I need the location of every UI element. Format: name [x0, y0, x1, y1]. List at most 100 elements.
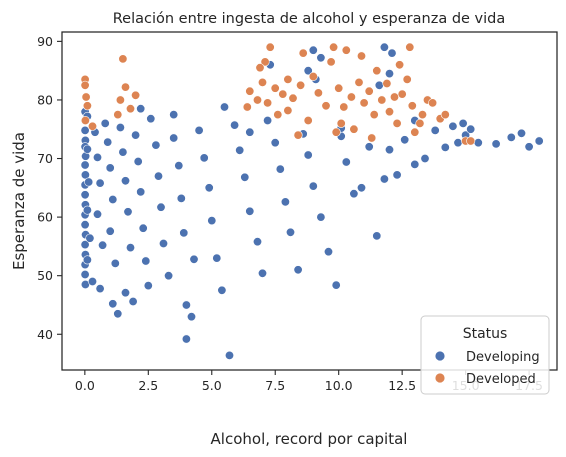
point-developing-32 [101, 119, 109, 127]
point-developing-60 [175, 161, 183, 169]
point-developing-89 [309, 182, 317, 190]
point-developing-67 [195, 126, 203, 134]
point-developing-58 [164, 272, 172, 280]
point-developing-33 [104, 138, 112, 146]
point-developing-70 [208, 216, 216, 224]
point-developing-94 [342, 158, 350, 166]
point-developed-28 [314, 89, 322, 97]
legend-label-developed: Developed [466, 372, 536, 387]
point-developing-30 [98, 241, 106, 249]
point-developing-104 [421, 154, 429, 162]
point-developing-43 [124, 208, 132, 216]
point-developing-71 [213, 254, 221, 262]
point-developing-47 [131, 131, 139, 139]
point-developing-65 [187, 313, 195, 321]
point-developing-22 [83, 206, 91, 214]
point-developing-130 [170, 110, 178, 118]
point-developing-31 [96, 284, 104, 292]
point-developed-35 [347, 93, 355, 101]
point-developed-50 [403, 75, 411, 83]
point-developed-30 [322, 102, 330, 110]
point-developed-39 [360, 99, 368, 107]
point-developed-24 [296, 81, 304, 89]
point-developed-29 [309, 72, 317, 80]
point-developed-10 [131, 91, 139, 99]
point-developing-96 [357, 184, 365, 192]
point-developing-17 [81, 270, 89, 278]
point-developing-122 [375, 81, 383, 89]
point-developing-74 [225, 351, 233, 359]
point-developing-54 [152, 141, 160, 149]
point-developing-63 [182, 301, 190, 309]
point-developing-21 [85, 178, 93, 186]
point-developing-66 [190, 255, 198, 263]
point-developed-27 [294, 131, 302, 139]
point-developed-66 [342, 46, 350, 54]
point-developed-32 [329, 43, 337, 51]
point-developing-20 [83, 145, 91, 153]
point-developed-4 [81, 116, 89, 124]
legend-marker-developing [435, 351, 445, 361]
point-developing-59 [170, 134, 178, 142]
point-developing-99 [380, 175, 388, 183]
point-developing-75 [230, 121, 238, 129]
point-developing-126 [449, 122, 457, 130]
point-developed-13 [253, 96, 261, 104]
point-developed-8 [116, 96, 124, 104]
point-developing-61 [177, 194, 185, 202]
point-developed-61 [368, 134, 376, 142]
point-developing-83 [276, 165, 284, 173]
point-developing-77 [241, 173, 249, 181]
point-developed-55 [416, 119, 424, 127]
point-developed-33 [335, 84, 343, 92]
point-developing-55 [154, 172, 162, 180]
point-developed-65 [256, 63, 264, 71]
point-developing-62 [180, 229, 188, 237]
point-developing-50 [139, 224, 147, 232]
point-developing-40 [116, 123, 124, 131]
point-developing-116 [317, 54, 325, 62]
point-developing-37 [111, 259, 119, 267]
point-developed-53 [418, 110, 426, 118]
point-developed-14 [243, 103, 251, 111]
point-developed-20 [274, 110, 282, 118]
point-developing-106 [441, 143, 449, 151]
point-developing-6 [81, 161, 89, 169]
legend-marker-developed [435, 373, 445, 383]
point-developed-2 [82, 93, 90, 101]
chart-title: Relación entre ingesta de alcohol y espe… [113, 11, 506, 27]
point-developed-26 [304, 116, 312, 124]
point-developing-56 [157, 203, 165, 211]
point-developing-86 [294, 266, 302, 274]
point-developing-25 [88, 277, 96, 285]
x-tick-label: 5.0 [202, 378, 222, 393]
point-developing-100 [385, 146, 393, 154]
point-developed-60 [350, 125, 358, 133]
point-developing-51 [142, 257, 150, 265]
point-developing-84 [281, 198, 289, 206]
point-developing-107 [454, 139, 462, 147]
point-developing-52 [144, 281, 152, 289]
x-tick-label: 0.0 [75, 378, 95, 393]
x-tick-label: 2.5 [138, 378, 158, 393]
point-developed-45 [385, 108, 393, 116]
point-developing-82 [271, 139, 279, 147]
point-developing-42 [121, 177, 129, 185]
point-developed-59 [467, 137, 475, 145]
point-developing-81 [263, 116, 271, 124]
point-developing-78 [246, 207, 254, 215]
y-axis-label: Esperanza de vida [10, 132, 28, 270]
point-developing-102 [401, 136, 409, 144]
point-developing-64 [182, 335, 190, 343]
legend-title: Status [463, 326, 508, 342]
point-developing-115 [309, 46, 317, 54]
point-developed-38 [357, 52, 365, 60]
point-developed-1 [81, 81, 89, 89]
point-developing-41 [119, 148, 127, 156]
point-developing-97 [365, 143, 373, 151]
point-developing-36 [106, 227, 114, 235]
point-developing-79 [253, 238, 261, 246]
x-axis-label: Alcohol, record por capital [211, 430, 408, 448]
y-tick-label: 50 [37, 268, 53, 283]
point-developing-120 [388, 49, 396, 57]
